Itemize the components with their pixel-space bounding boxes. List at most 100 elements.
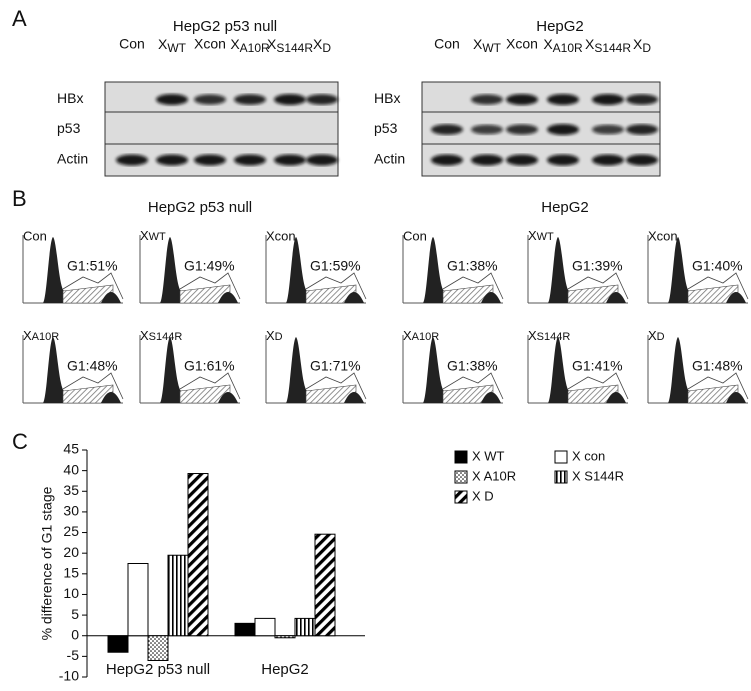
flow-sample-base: X — [648, 328, 657, 343]
g1-value: G1:48% — [692, 358, 743, 374]
g1-value: G1:51% — [67, 258, 118, 274]
g2-peak — [481, 292, 501, 303]
lane-label: XWT — [473, 36, 502, 55]
flow-sample: XWT — [528, 228, 554, 243]
band — [626, 154, 658, 166]
lane-label: Xcon — [506, 36, 538, 52]
lane-label-base: X — [158, 36, 168, 52]
bar — [314, 533, 336, 637]
lane-label-base: X — [633, 36, 643, 52]
outline — [442, 372, 504, 400]
lane-label: Con — [434, 36, 460, 52]
panel-label: A — [12, 6, 27, 31]
g1-value: G1:39% — [572, 258, 623, 274]
g1-peak — [43, 337, 65, 403]
lane-label: XS144R — [585, 36, 631, 55]
band — [592, 124, 624, 135]
g1-peak — [423, 337, 445, 403]
bar — [127, 563, 149, 637]
y-tick-label: 30 — [63, 503, 79, 519]
legend-swatch — [454, 450, 468, 464]
bar — [274, 635, 296, 639]
g2-peak — [218, 392, 238, 403]
lane-label-sub: D — [322, 41, 331, 55]
lane-label-sub: D — [642, 41, 651, 55]
band — [547, 94, 579, 105]
y-tick-label: 10 — [63, 585, 79, 601]
y-tick-label: 45 — [63, 441, 79, 457]
flow-sample-sub: S144R — [537, 331, 571, 343]
g1-peak — [286, 337, 308, 403]
bar — [234, 622, 256, 637]
flow-sample-base: X — [266, 328, 275, 343]
flow-sample: XD — [648, 328, 665, 343]
y-tick-label: -10 — [59, 668, 79, 684]
lane-label-base: X — [230, 36, 240, 52]
outline — [179, 372, 241, 400]
lane-label: XA10R — [543, 36, 583, 55]
outline — [179, 272, 241, 300]
g1-peak — [286, 237, 308, 303]
g2-peak — [481, 392, 501, 403]
y-tick-label: 5 — [71, 606, 79, 622]
band — [116, 154, 148, 166]
lane-label-sub: WT — [167, 41, 186, 55]
y-tick-label: 40 — [63, 461, 79, 477]
lane-label: XS144R — [267, 36, 313, 55]
outline — [62, 272, 124, 300]
outline — [567, 272, 629, 300]
g1-value: G1:38% — [447, 358, 498, 374]
g1-value: G1:71% — [310, 358, 361, 374]
band — [626, 94, 658, 105]
flow-sample: XA10R — [23, 328, 59, 343]
g1-peak — [423, 237, 445, 303]
blot-title: HepG2 p53 null — [173, 18, 277, 35]
flow-sample: XWT — [140, 228, 166, 243]
legend-label: X con — [572, 448, 605, 463]
flow-sample: Xcon — [266, 228, 296, 243]
lane-label: XA10R — [230, 36, 270, 55]
g2-peak — [218, 292, 238, 303]
lane-label: XD — [633, 36, 651, 55]
band — [234, 154, 266, 166]
band — [306, 94, 338, 105]
outline — [305, 372, 367, 400]
x-tick-label: HepG2 p53 null — [106, 661, 210, 678]
band — [547, 154, 579, 166]
y-axis-label: % difference of G1 stage — [39, 486, 55, 640]
lane-label: Xcon — [194, 36, 226, 52]
band — [592, 154, 624, 166]
legend-label: X A10R — [472, 468, 516, 483]
row-label: HBx — [374, 90, 400, 106]
legend-swatch — [554, 470, 568, 484]
lane-label: XWT — [158, 36, 187, 55]
flow-sample-base: X — [23, 328, 32, 343]
flow-sample: XS144R — [528, 328, 570, 343]
y-tick-label: 25 — [63, 523, 79, 539]
lane-label-sub: A10R — [240, 41, 270, 55]
band — [431, 124, 463, 135]
band — [306, 154, 338, 166]
band — [506, 154, 538, 166]
legend-swatch — [454, 490, 468, 504]
bar — [107, 635, 129, 653]
bar — [294, 617, 316, 637]
flow-sample: Con — [403, 228, 427, 243]
g1-value: G1:59% — [310, 258, 361, 274]
outline — [687, 272, 749, 300]
panel-label: C — [12, 429, 28, 454]
g2-peak — [726, 392, 746, 403]
g2-peak — [606, 392, 626, 403]
g1-peak — [548, 337, 570, 403]
band — [274, 154, 306, 166]
g2-peak — [726, 292, 746, 303]
bar — [254, 617, 276, 637]
lane-label-base: X — [313, 36, 323, 52]
bar — [187, 473, 209, 637]
band — [592, 94, 624, 105]
g1-value: G1:61% — [184, 358, 235, 374]
outline — [62, 372, 124, 400]
band — [156, 154, 188, 166]
blot-box — [104, 111, 339, 148]
